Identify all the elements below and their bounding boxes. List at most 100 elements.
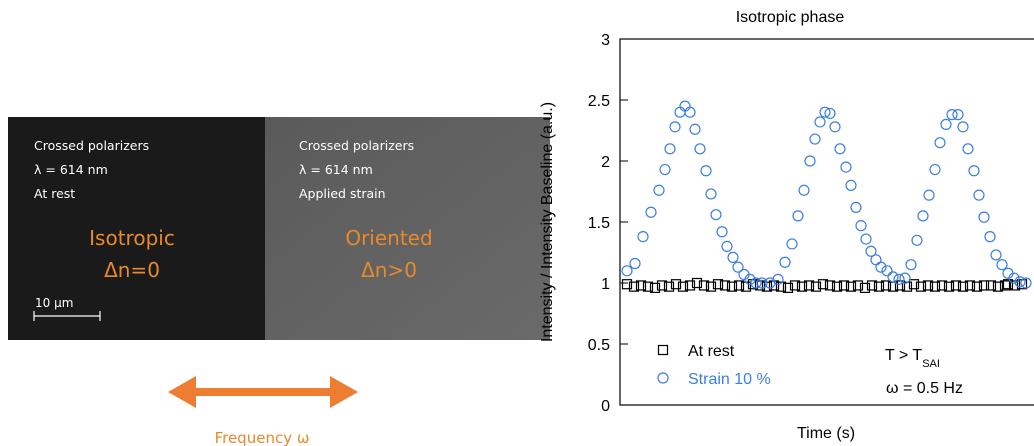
circle-marker (798, 184, 810, 196)
square-marker (950, 280, 962, 291)
square-marker (677, 281, 689, 292)
square-marker (915, 281, 927, 292)
square-marker (705, 281, 717, 292)
square-marker (789, 280, 801, 291)
square-marker (985, 280, 997, 291)
square-marker (621, 279, 633, 290)
circle-marker (750, 277, 762, 289)
micrograph-strain (265, 117, 550, 340)
square-marker (943, 281, 955, 292)
circle-marker (829, 121, 841, 133)
y-tick-label: 2 (601, 154, 610, 171)
square-marker (1002, 279, 1014, 290)
x-axis-label: Time (s) (797, 425, 855, 442)
annotation-text: T > T (885, 347, 922, 364)
square-marker (838, 280, 850, 291)
circle-marker (744, 273, 756, 285)
square-marker (782, 282, 794, 293)
right-line: Crossed polarizers (299, 138, 414, 153)
square-marker (817, 279, 829, 290)
circle-marker (674, 106, 686, 118)
square-marker (852, 280, 864, 291)
square-marker (726, 281, 738, 292)
circle-marker (855, 220, 867, 232)
circle-marker (824, 107, 836, 120)
square-marker (845, 281, 857, 292)
square-marker (929, 281, 941, 292)
square-marker (656, 280, 668, 291)
circle-marker (637, 231, 649, 243)
circle-marker (645, 206, 657, 218)
square-marker (971, 281, 983, 292)
circle-marker (957, 121, 969, 133)
circle-marker (659, 163, 671, 176)
circle-marker (881, 265, 893, 277)
circle-marker (716, 226, 728, 238)
circle-marker (887, 271, 899, 283)
square-marker (649, 282, 661, 293)
annotation: ω = 0.5 Hz (886, 380, 963, 397)
square-marker (894, 280, 906, 291)
circle-marker (940, 118, 952, 131)
y-tick-label: 1 (601, 276, 610, 293)
legend-label: At rest (688, 343, 735, 360)
circle-marker (1014, 276, 1026, 288)
square-marker (663, 281, 675, 292)
legend-marker (657, 372, 669, 384)
circle-marker (990, 249, 1002, 261)
square-marker (691, 277, 703, 289)
y-tick-label: 0 (601, 398, 610, 415)
square-marker (908, 279, 920, 290)
circle-marker (1008, 272, 1020, 284)
square-marker (698, 280, 710, 291)
square-marker (880, 280, 892, 291)
circle-marker (710, 209, 722, 221)
y-axis-label: Intensity / Intensity Baseline (a.u.) (539, 102, 556, 342)
circle-marker (679, 100, 691, 112)
square-marker (831, 281, 843, 292)
circle-marker (946, 109, 958, 121)
double-arrow (168, 376, 358, 408)
circle-marker (870, 254, 882, 266)
circle-marker (968, 165, 980, 177)
legend-marker (657, 344, 669, 356)
circle-marker (786, 238, 798, 250)
square-marker (873, 281, 885, 292)
legend-label: Strain 10 % (688, 371, 771, 388)
circle-marker (834, 143, 846, 155)
birefringence-label: Δn>0 (361, 258, 417, 282)
square-marker (999, 280, 1011, 291)
y-tick-label: 2.5 (588, 93, 610, 110)
circle-marker (962, 143, 974, 155)
circle-marker (934, 137, 946, 149)
circle-marker (893, 273, 905, 285)
square-marker (957, 281, 969, 292)
circle-marker (779, 256, 791, 268)
circle-marker (819, 106, 831, 118)
annotation-subscript: SAI (922, 358, 940, 370)
square-marker (712, 279, 724, 290)
square-marker (670, 279, 682, 290)
circle-marker (772, 273, 784, 285)
circle-marker (792, 210, 804, 222)
circle-marker (669, 121, 681, 133)
circle-marker (850, 201, 862, 213)
circle-marker (917, 210, 929, 222)
circle-marker (700, 165, 712, 177)
circle-marker (860, 233, 872, 245)
circle-marker (727, 251, 739, 263)
y-tick-label: 0.5 (588, 337, 610, 354)
plot: Isotropic phase Time (s) Intensity / Int… (539, 9, 1034, 442)
circle-marker (756, 277, 768, 289)
circle-marker (840, 161, 852, 173)
circle-marker (732, 261, 744, 273)
square-marker (775, 281, 787, 292)
square-marker (796, 281, 808, 292)
square-marker (684, 280, 696, 291)
left-line: λ = 614 nm (34, 162, 108, 177)
birefringence-label: Δn=0 (104, 258, 160, 282)
y-tick-label: 1.5 (588, 215, 610, 232)
chart-title: Isotropic phase (736, 9, 845, 26)
